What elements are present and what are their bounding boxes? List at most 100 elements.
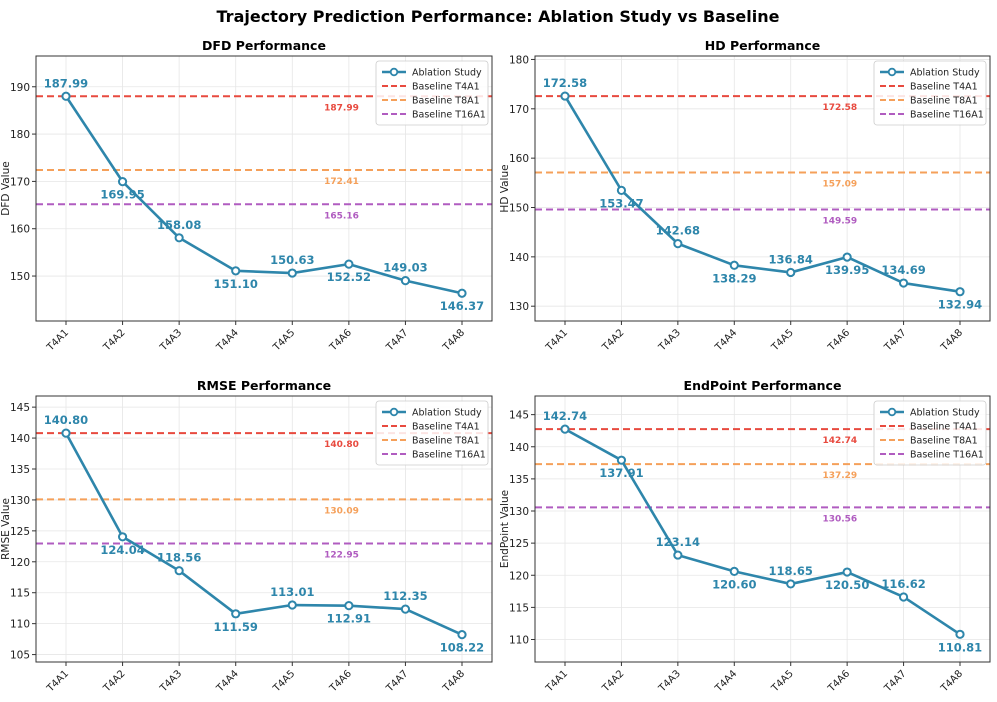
y-tick-label: 130 xyxy=(10,495,30,507)
data-label: 118.65 xyxy=(769,564,813,578)
y-tick-label: 170 xyxy=(10,176,30,188)
ablation-point xyxy=(457,630,467,640)
y-axis-label: DFD Value xyxy=(0,161,12,215)
legend-swatch-marker xyxy=(389,407,399,417)
legend-swatch-marker xyxy=(887,67,897,77)
x-tick-label: T4A5 xyxy=(271,327,298,354)
legend-label: Baseline T16A1 xyxy=(910,110,984,121)
x-tick-label: T4A2 xyxy=(600,668,627,695)
data-label: 151.10 xyxy=(214,277,258,291)
ablation-point xyxy=(231,266,241,276)
data-label: 187.99 xyxy=(44,76,88,90)
data-label: 120.50 xyxy=(825,578,869,592)
y-tick-label: 170 xyxy=(509,104,529,116)
ablation-point xyxy=(842,567,852,577)
ablation-point xyxy=(616,185,627,195)
legend: Ablation Study Baseline T4A1 Baseline T8A1… xyxy=(873,400,987,466)
legend-label: Baseline T8A1 xyxy=(910,96,978,107)
x-tick-label: T4A4 xyxy=(713,327,740,354)
ablation-point xyxy=(616,455,627,465)
axes-frame xyxy=(534,395,991,663)
legend-label: Ablation Study xyxy=(910,408,980,419)
x-tick-label: T4A1 xyxy=(543,327,570,354)
ablation-point xyxy=(174,233,184,243)
x-tick-label: T4A2 xyxy=(101,668,128,695)
legend-box xyxy=(375,60,489,126)
ablation-series-line xyxy=(563,95,961,293)
x-tick-label: T4A3 xyxy=(158,668,185,695)
legend-swatch-marker xyxy=(389,67,399,77)
legend-box xyxy=(873,60,987,126)
x-tick-label: T4A3 xyxy=(656,668,683,695)
data-label: 124.04 xyxy=(100,543,144,557)
axes-frame xyxy=(35,55,493,322)
data-label: 136.84 xyxy=(769,252,813,266)
x-tick-label: T4A3 xyxy=(656,327,683,354)
legend-label: Baseline T4A1 xyxy=(412,422,480,433)
legend-box xyxy=(873,400,987,466)
chart-title: HD Performance xyxy=(705,38,820,53)
x-tick-label: T4A7 xyxy=(882,327,909,354)
legend-label: Baseline T16A1 xyxy=(412,450,486,461)
legend-label: Baseline T8A1 xyxy=(412,96,480,107)
legend-label: Baseline T8A1 xyxy=(910,436,978,447)
ablation-point xyxy=(673,239,683,249)
y-tick-label: 140 xyxy=(10,433,30,445)
ablation-point xyxy=(898,592,909,602)
x-tick-label: T4A1 xyxy=(543,668,570,695)
legend-label: Baseline T16A1 xyxy=(412,110,486,121)
baseline-value-label: 130.09 xyxy=(324,506,359,516)
legend-label: Ablation Study xyxy=(412,68,482,79)
data-label: 110.81 xyxy=(938,640,982,654)
legend: Ablation Study Baseline T4A1 Baseline T8A1… xyxy=(375,60,489,126)
x-tick-label: T4A4 xyxy=(713,668,740,695)
data-label: 112.35 xyxy=(383,589,427,603)
y-tick-label: 140 xyxy=(509,442,529,454)
legend-label: Baseline T4A1 xyxy=(910,422,978,433)
baseline-value-label: 165.16 xyxy=(324,211,359,221)
y-tick-label: 105 xyxy=(10,650,30,662)
x-tick-label: T4A6 xyxy=(826,668,853,695)
legend-label: Baseline T8A1 xyxy=(412,436,480,447)
data-label: 152.52 xyxy=(327,270,371,284)
data-label: 153.47 xyxy=(599,196,643,210)
ablation-point xyxy=(61,91,71,101)
ablation-point xyxy=(955,629,965,639)
x-tick-label: T4A7 xyxy=(882,668,909,695)
ablation-point xyxy=(729,260,739,270)
baseline-value-label: 122.95 xyxy=(324,551,359,561)
y-axis-label: RMSE Value xyxy=(0,498,12,560)
ablation-point xyxy=(955,287,965,297)
y-tick-label: 130 xyxy=(509,506,529,518)
x-tick-label: T4A6 xyxy=(327,327,354,354)
y-tick-label: 115 xyxy=(10,588,30,600)
ablation-point xyxy=(560,424,570,434)
baseline-value-label: 172.41 xyxy=(324,177,359,187)
y-tick-label: 160 xyxy=(509,153,529,165)
x-tick-label: T4A8 xyxy=(938,327,965,354)
ablation-point xyxy=(400,604,411,614)
baseline-value-label: 140.80 xyxy=(324,440,359,450)
x-tick-label: T4A2 xyxy=(101,327,128,354)
y-axis-label: EndPoint Value xyxy=(499,490,511,568)
data-label: 142.74 xyxy=(543,409,587,423)
data-label: 146.37 xyxy=(440,299,484,313)
y-tick-label: 180 xyxy=(509,54,529,66)
ablation-point xyxy=(560,91,570,101)
y-tick-label: 160 xyxy=(10,224,30,236)
x-tick-label: T4A6 xyxy=(826,327,853,354)
ablation-point xyxy=(61,428,71,438)
ablation-point xyxy=(174,566,184,576)
legend-box xyxy=(375,400,489,466)
x-tick-label: T4A5 xyxy=(769,668,796,695)
x-tick-label: T4A4 xyxy=(214,327,241,354)
chart-panel: 172.58 157.09 149.59 172.58 153.47 142.68 138.… xyxy=(499,38,991,354)
baseline-value-label: 137.29 xyxy=(822,471,857,481)
y-tick-label: 190 xyxy=(10,82,30,94)
legend: Ablation Study Baseline T4A1 Baseline T8A1… xyxy=(375,400,489,466)
ablation-point xyxy=(117,532,128,542)
data-label: 138.29 xyxy=(712,271,756,285)
chart-panel: 140.80 130.09 122.95 140.80 124.04 118.56 111.… xyxy=(0,378,493,695)
x-tick-label: T4A1 xyxy=(44,327,71,354)
ablation-series-line xyxy=(64,95,463,295)
